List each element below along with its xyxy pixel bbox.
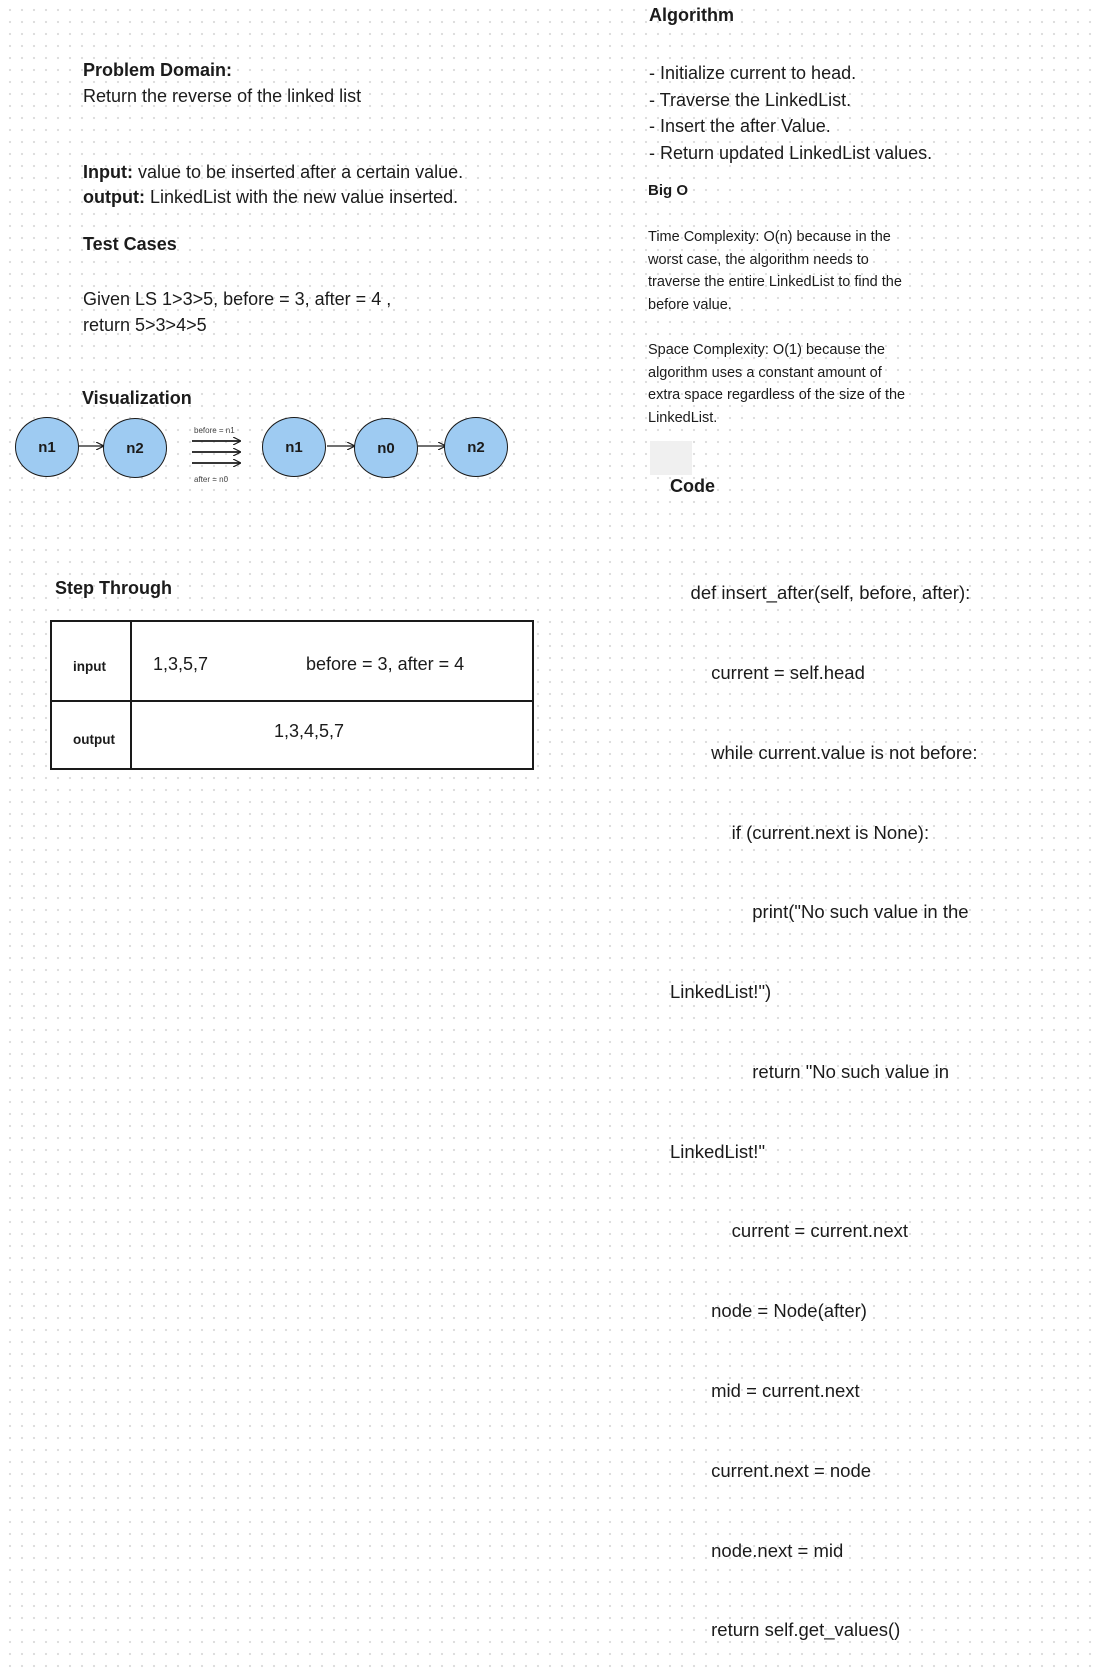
code-line: current.next = node (670, 1459, 872, 1481)
algorithm-step: - Insert the after Value. (649, 116, 831, 136)
code-line: LinkedList!") (670, 981, 772, 1003)
node-after-n2: n2 (444, 417, 508, 477)
test-case-line-1: Given LS 1>3>5, before = 3, after = 4 , (83, 289, 392, 309)
node-after-n0: n0 (354, 418, 418, 478)
table-input-list: 1,3,5,7 (153, 654, 209, 674)
code-line: node.next = mid (670, 1539, 844, 1561)
big-o-heading: Big O (648, 182, 688, 199)
input-label: Input: (83, 162, 133, 182)
placeholder-box (650, 441, 692, 475)
step-through-heading: Step Through (55, 578, 172, 598)
table-horizontal-divider (52, 700, 532, 702)
input-description: Input: value to be inserted after a cert… (83, 162, 463, 183)
output-description: output: LinkedList with the new value in… (83, 187, 458, 208)
problem-domain-text: Return the reverse of the linked list (83, 86, 362, 106)
visualization-heading: Visualization (82, 388, 192, 408)
table-input-params: before = 3, after = 4 (306, 654, 465, 674)
algorithm-step: - Return updated LinkedList values. (649, 142, 933, 163)
problem-domain-label: Problem Domain: (83, 60, 233, 80)
time-complexity-line: worst case, the algorithm needs to (648, 251, 869, 268)
step-through-table: input 1,3,5,7 before = 3, after = 4 outp… (50, 620, 534, 770)
code-line: mid = current.next (670, 1380, 860, 1401)
code-line: def insert_after(self, before, after): (670, 582, 971, 604)
node-after-n1: n1 (262, 417, 326, 477)
table-vertical-divider (130, 622, 132, 768)
table-output-label: output (73, 732, 115, 747)
code-line: current = current.next (670, 1220, 909, 1242)
space-complexity: Space Complexity: O(1) because the algor… (648, 339, 905, 429)
diagram-arrows (79, 0, 1096, 912)
input-text: value to be inserted after a certain val… (132, 162, 464, 182)
time-complexity-line: before value. (648, 296, 732, 313)
time-complexity: Time Complexity: O(n) because in the wor… (648, 226, 902, 316)
code-line: print("No such value in the (670, 901, 969, 923)
algorithm-heading: Algorithm (649, 5, 734, 25)
test-cases-heading: Test Cases (83, 234, 177, 254)
code-line: return "No such value in (670, 1060, 950, 1082)
time-complexity-line: Time Complexity: O(n) because in the (648, 229, 891, 245)
code-line: node = Node(after) (670, 1300, 867, 1322)
space-complexity-line: extra space regardless of the size of th… (648, 387, 906, 403)
code-block: def insert_after(self, before, after): c… (670, 527, 977, 1671)
code-line: if (current.next is None): (670, 821, 930, 843)
output-text: LinkedList with the new value inserted. (144, 187, 459, 207)
node-before-n1: n1 (15, 417, 79, 477)
table-input-label: input (73, 659, 106, 674)
space-complexity-line: algorithm uses a constant amount of (648, 364, 882, 381)
code-line: current = self.head (670, 661, 865, 683)
algorithm-steps: - Initialize current to head. - Traverse… (649, 60, 932, 166)
arrow-label-before: before = n1 (194, 426, 235, 435)
space-complexity-line: Space Complexity: O(1) because the (648, 342, 885, 358)
arrow-label-after: after = n0 (194, 475, 229, 484)
time-complexity-line: traverse the entire LinkedList to find t… (648, 274, 902, 290)
code-line: return self.get_values() (670, 1619, 901, 1641)
algorithm-step: - Initialize current to head. (649, 63, 857, 83)
test-case-line-2: return 5>3>4>5 (83, 315, 207, 335)
node-before-n2: n2 (103, 418, 167, 478)
code-heading: Code (670, 476, 715, 496)
space-complexity-line: LinkedList. (648, 409, 718, 426)
output-label: output: (83, 187, 145, 207)
algorithm-step: - Traverse the LinkedList. (649, 89, 852, 110)
table-output-list: 1,3,4,5,7 (274, 721, 345, 741)
code-line: while current.value is not before: (670, 741, 978, 763)
code-line: LinkedList!" (670, 1140, 766, 1162)
